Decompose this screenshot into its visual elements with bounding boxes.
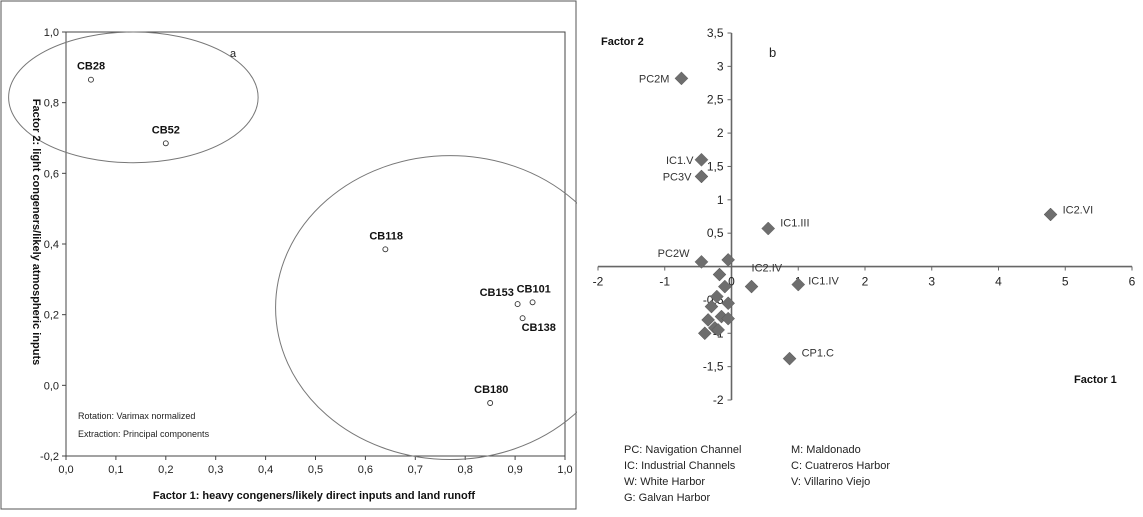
point-label: CB101 (517, 283, 551, 295)
x-tick-label: 0,6 (358, 464, 373, 476)
x-tick-label: 4 (995, 275, 1002, 289)
y-tick-label: 1,5 (707, 159, 724, 173)
cluster-ellipse-light-congeners (8, 31, 259, 164)
data-point (711, 323, 726, 337)
data-point (674, 71, 689, 86)
data-point (487, 400, 494, 406)
legend-item: IC: Industrial Channels (624, 460, 736, 472)
y-tick-label: -2 (713, 393, 724, 407)
point-label: CB118 (369, 230, 403, 242)
x-tick-label: 5 (1062, 275, 1069, 289)
data-point (162, 140, 169, 147)
data-point (87, 76, 94, 83)
y-tick-label: 3 (717, 59, 724, 73)
x-tick-label: 0,0 (58, 464, 73, 476)
x-tick-label: 0,7 (408, 464, 423, 476)
data-point (782, 351, 797, 366)
y-tick-label: 3,5 (707, 26, 724, 40)
y-tick-label: 0,5 (707, 226, 724, 240)
point-label: PC3V (663, 171, 692, 183)
legend-item: C: Cuatreros Harbor (791, 460, 890, 472)
data-point (721, 296, 736, 311)
data-point (721, 311, 736, 326)
data-point (744, 279, 759, 294)
point-label: CB153 (480, 287, 514, 299)
data-point (697, 326, 712, 341)
x-tick-label: 0 (728, 275, 735, 289)
legend-item: PC: Navigation Channel (624, 444, 741, 456)
factor-scores-plot-svg: -2-101234563,532,521,510,5-0,5-1-1,5-2 P… (593, 26, 1136, 504)
y-tick-label: 0,8 (44, 98, 59, 110)
data-point (694, 152, 709, 167)
data-point (382, 246, 389, 253)
legend-item: M: Maldonado (791, 444, 861, 456)
data-point (717, 279, 732, 294)
legend-item: V: Villarino Viejo (791, 476, 870, 488)
data-point (701, 313, 715, 327)
x-tick-label: 1,0 (557, 464, 572, 476)
rotation-note: Rotation: Varimax normalized (78, 411, 195, 421)
y-tick-label: 1,0 (44, 27, 59, 39)
y-tick-label: -1,5 (703, 360, 724, 374)
point-label: CP1.C (802, 348, 834, 360)
point-label: CB28 (77, 61, 105, 73)
data-point (519, 315, 526, 322)
panel-label-b: b (769, 45, 776, 60)
loadings-plot-svg: 0,0 0,1 0,2 0,3 0,4 0,5 0,6 0,7 0,8 0,9 1,0-0,20,0… (0, 0, 626, 510)
x-tick-label: 0,5 (308, 464, 323, 476)
data-point (694, 255, 709, 269)
y-tick-label: 0,4 (44, 239, 59, 251)
y-tick-label: 0,6 (44, 168, 59, 180)
legend: PC: Navigation Channel IC: Industrial Ch… (624, 444, 890, 504)
point-label: PC2M (639, 73, 670, 85)
x-tick-label: 0,9 (507, 464, 522, 476)
x-tick-label: -2 (593, 275, 604, 289)
point-label: CB138 (522, 322, 556, 334)
data-point (709, 289, 724, 304)
x-tick-label: 2 (862, 275, 869, 289)
x-tick-label: 0,2 (158, 464, 173, 476)
x-tick-label: 0,3 (208, 464, 223, 476)
point-label: CB180 (474, 384, 508, 396)
point-label: CB52 (152, 124, 180, 136)
legend-item: W: White Harbor (624, 476, 705, 488)
point-label: IC2.IV (752, 263, 783, 275)
y-tick-label: 0,2 (44, 310, 59, 322)
point-label: IC1.III (780, 218, 809, 230)
y-tick-label: 1 (717, 193, 724, 207)
x-tick-label: -1 (659, 275, 670, 289)
y-axis-title-b: Factor 2 (601, 36, 644, 48)
x-tick-label: 3 (928, 275, 935, 289)
cluster-ellipse-heavy-congeners (275, 155, 626, 461)
data-point (721, 253, 736, 267)
x-tick-label: 6 (1129, 275, 1136, 289)
x-tick-label: 0,8 (458, 464, 473, 476)
y-axis-title-a: Factor 2: light congeners/likely atmosph… (30, 99, 42, 366)
x-tick-label: 0,1 (108, 464, 123, 476)
data-point (761, 221, 776, 236)
y-tick-label: 0,0 (44, 380, 59, 392)
y-tick-label: 2 (717, 126, 724, 140)
data-point (712, 267, 727, 282)
data-point (791, 277, 806, 292)
data-point (704, 299, 719, 314)
x-axis-title-b: Factor 1 (1074, 374, 1117, 386)
y-tick-label: 2,5 (707, 93, 724, 107)
x-tick-label: 0,4 (258, 464, 273, 476)
data-point (1043, 207, 1058, 222)
point-label: IC1.IV (808, 276, 839, 288)
point-label: IC1.V (666, 155, 694, 167)
data-point (694, 169, 709, 184)
point-label: PC2W (658, 248, 690, 260)
legend-item: G: Galvan Harbor (624, 492, 711, 504)
chart-panel-a: 0,0 0,1 0,2 0,3 0,4 0,5 0,6 0,7 0,8 0,9 1,0 -0,2 0,0… (0, 0, 626, 510)
y-tick-label: -0,2 (40, 451, 59, 463)
extraction-note: Extraction: Principal components (78, 429, 210, 439)
data-point (514, 301, 521, 308)
data-point (529, 299, 536, 306)
chart-panel-b: -2-101234563,532,521,510,5-0,5-1-1,5-2 P… (586, 0, 1143, 512)
panel-label-a: a (230, 48, 237, 60)
x-axis-title-a: Factor 1: heavy congeners/likely direct … (153, 490, 475, 502)
point-label: IC2.VI (1063, 204, 1094, 216)
